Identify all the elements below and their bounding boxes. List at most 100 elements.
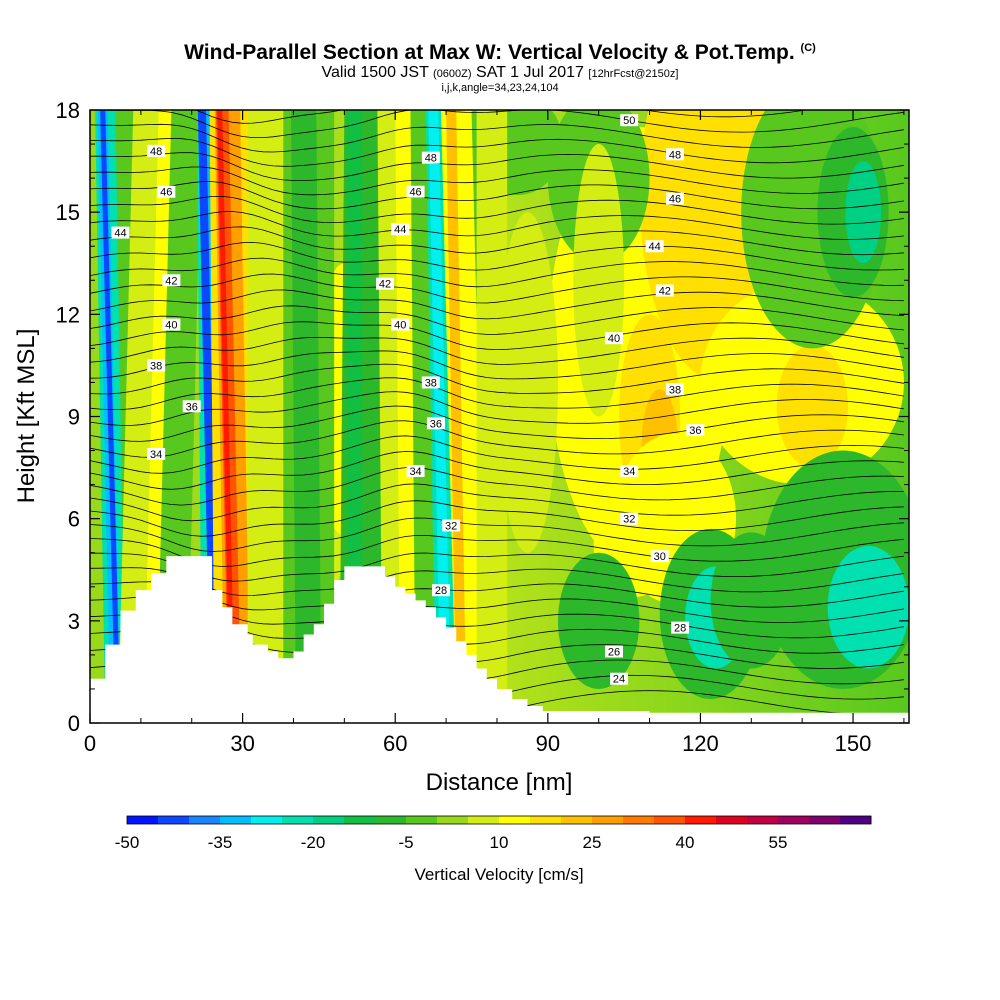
contour-label: 42 <box>162 274 181 287</box>
colorbar-tick-label: 40 <box>676 833 695 852</box>
contour-label: 46 <box>666 192 684 206</box>
terrain-mask <box>90 556 909 723</box>
contour-label: 38 <box>421 376 440 389</box>
contour-label-text: 24 <box>613 674 625 686</box>
colorbar-swatch <box>189 816 221 824</box>
valid-zulu: (0600Z) <box>433 68 472 80</box>
velocity-band <box>217 110 235 723</box>
x-tick-label: 120 <box>682 731 719 756</box>
colorbar-swatch <box>778 816 810 824</box>
contour-label-box <box>182 400 201 413</box>
contour-label-box <box>147 359 166 372</box>
contour-label-text: 32 <box>445 520 457 532</box>
contour-label-box <box>671 621 690 634</box>
y-tick-label: 9 <box>68 405 80 430</box>
isentrope-line <box>90 483 904 522</box>
colorbar-tick-label: -20 <box>301 833 326 852</box>
contour-label-text: 42 <box>165 275 177 287</box>
contour-label: 34 <box>147 447 166 461</box>
contour-label-box <box>391 223 410 236</box>
contour-label: 34 <box>620 464 639 478</box>
colorbar-swatch <box>530 816 562 824</box>
contour-label: 40 <box>604 332 623 345</box>
contour-label: 48 <box>147 144 166 158</box>
contour-label-box <box>421 376 440 389</box>
valid-prefix: Valid 1500 JST <box>321 64 429 81</box>
terrain-polygon <box>90 556 909 723</box>
contour-label-text: 34 <box>150 449 162 461</box>
colorbar-swatch <box>468 816 500 824</box>
contour-label-text: 38 <box>425 377 437 389</box>
isentrope-line <box>90 581 904 611</box>
isentrope-line <box>90 289 904 320</box>
contour-label: 36 <box>182 400 201 413</box>
isentrope-line <box>90 567 904 597</box>
contour-label: 36 <box>426 417 445 430</box>
isentrope-line <box>90 534 904 567</box>
colorbar-tick-label: 10 <box>490 833 509 852</box>
contour-label: 44 <box>645 240 664 253</box>
x-tick-label: 90 <box>536 731 560 756</box>
x-tick-label: 150 <box>835 731 872 756</box>
colorbar-swatch <box>716 816 748 824</box>
isentrope-line <box>90 241 904 271</box>
isentrope-line <box>90 195 904 225</box>
contour-label-text: 48 <box>150 146 162 158</box>
contour-label-text: 48 <box>425 153 437 165</box>
contour-label-text: 30 <box>654 551 666 563</box>
colorbar-swatch <box>282 816 314 824</box>
contour-label-text: 40 <box>608 333 620 345</box>
isentrope-line <box>90 257 904 288</box>
colorbar-swatch <box>809 816 841 824</box>
isentrope-line <box>90 363 904 395</box>
contour-label: 42 <box>376 277 395 291</box>
contour-label-text: 34 <box>623 466 635 478</box>
contour-label-box <box>157 185 176 198</box>
chart-title-main: Wind-Parallel Section at Max W: Vertical… <box>184 41 795 64</box>
contour-label-text: 34 <box>409 466 421 478</box>
contour-label-box <box>604 645 623 658</box>
velocity-band <box>290 110 322 723</box>
contour-label: 40 <box>162 318 181 332</box>
isentrope-line <box>194 110 809 124</box>
velocity-band <box>247 110 289 723</box>
velocity-band <box>428 110 452 723</box>
isentrope-line <box>90 552 904 582</box>
velocity-region <box>827 545 909 669</box>
forecast-info: [12hrFcst@2150z] <box>588 68 679 80</box>
isentrope-line <box>90 467 904 506</box>
contour-label: 48 <box>421 151 440 165</box>
colorbar-swatch <box>623 816 655 824</box>
contour-label-box <box>620 464 639 477</box>
contour-label-box <box>147 144 166 157</box>
contour-label-text: 46 <box>669 194 681 206</box>
isentrope-line <box>90 123 904 153</box>
contour-label-box <box>406 185 425 198</box>
colorbar-swatch <box>437 816 469 824</box>
contour-label: 46 <box>406 185 425 199</box>
contour-label-box <box>162 274 181 287</box>
colorbar-swatch <box>592 816 624 824</box>
contour-label-box <box>426 417 445 430</box>
velocity-region <box>496 212 558 553</box>
contour-label: 26 <box>604 645 623 658</box>
y-tick-label: 3 <box>68 609 80 634</box>
colorbar-swatch <box>747 816 779 824</box>
contour-label-text: 40 <box>165 320 177 332</box>
isentrope-line <box>90 181 904 210</box>
isentrope-line <box>90 321 904 351</box>
isentrope-line <box>90 517 904 552</box>
y-tick-label: 6 <box>68 507 80 532</box>
isentrope-line <box>90 451 904 490</box>
colorbar-swatch <box>654 816 686 824</box>
contour-label-box <box>610 672 629 685</box>
contour-label-text: 40 <box>394 320 406 332</box>
contour-label-box <box>620 114 639 127</box>
contour-label-text: 28 <box>674 623 686 635</box>
y-tick-label: 12 <box>56 302 80 327</box>
colorbar-tick-label: 25 <box>583 833 602 852</box>
colorbar-tick-label: -35 <box>208 833 233 852</box>
velocity-band <box>446 110 467 723</box>
contour-label: 28 <box>432 584 450 597</box>
colorbar-swatch <box>127 816 159 824</box>
